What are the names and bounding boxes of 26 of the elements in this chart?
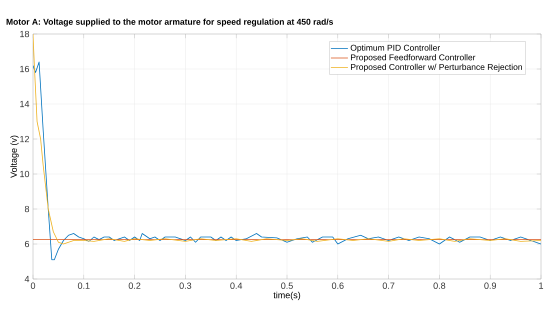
x-tick-label: 0.6 [332,282,344,289]
y-tick-label: 12 [20,136,30,142]
x-tick-label: 0.8 [434,282,446,289]
x-tick-label: 0.5 [281,282,293,289]
legend-label: Proposed Feedforward Controller [350,54,476,62]
y-tick-label: 14 [20,100,30,108]
x-axis-title: time(s) [273,292,300,300]
x-tick-label: 0.7 [382,282,394,289]
legend-label: Optimum PID Controller [350,44,440,52]
x-tick-label: 0.3 [180,282,192,289]
y-tick-label: 6 [24,240,30,248]
legend-label: Proposed Controller w/ Perturbance Rejection [350,64,522,72]
line-series [33,34,542,244]
y-tick-label: 16 [20,66,30,72]
chart-title: Motor A: Voltage supplied to the motor armature for speed regulation at 450 rad/s [6,18,334,27]
x-tick-label: 0 [30,282,36,289]
x-tick-label: 0.9 [484,282,496,289]
y-tick-label: 4 [24,276,30,282]
y-tick-label: 18 [20,30,30,38]
x-tick-label: 0.2 [128,282,140,289]
x-tick-label: 0.1 [78,282,90,289]
x-tick-label: 0.4 [230,282,242,289]
x-tick-label: 1 [539,282,544,289]
y-tick-label: 10 [20,170,30,178]
y-axis-title: Voltage (v) [10,136,19,178]
y-tick-label: 8 [24,206,30,212]
